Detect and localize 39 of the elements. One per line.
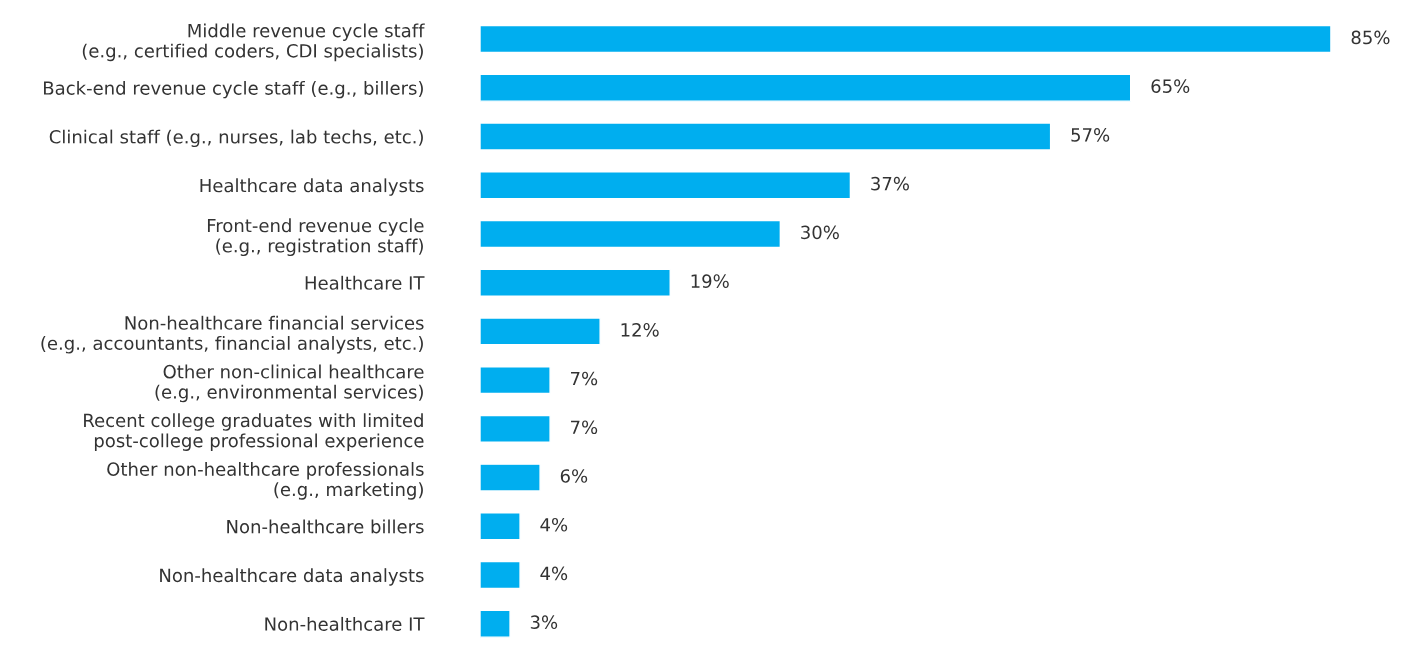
data-label: 30% bbox=[801, 225, 839, 240]
bar bbox=[480, 366, 551, 395]
data-label: 85% bbox=[1351, 30, 1390, 45]
data-label: 65% bbox=[1151, 79, 1190, 93]
y-tick-label: Back-end revenue cycle staff (e.g., billers) bbox=[44, 80, 423, 99]
data-label: 57% bbox=[1071, 128, 1110, 142]
y-tick-label: Healthcare IT bbox=[305, 275, 425, 290]
y-tick-label: Non-healthcare billers bbox=[227, 519, 424, 534]
data-label: 12% bbox=[621, 322, 659, 337]
bar bbox=[480, 73, 1132, 102]
bar bbox=[480, 609, 511, 638]
data-label: 4% bbox=[540, 517, 568, 532]
bar bbox=[480, 414, 551, 443]
data-label: 7% bbox=[571, 420, 598, 435]
bar bbox=[480, 268, 671, 297]
y-tick-label: Middle revenue cycle staff (e.g., certified coders, CDI specialists) bbox=[82, 23, 425, 62]
bar bbox=[480, 317, 601, 346]
data-label: 19% bbox=[691, 274, 729, 288]
y-tick-label: Healthcare data analysts bbox=[200, 178, 424, 196]
bar bbox=[480, 219, 782, 249]
y-tick-label: Clinical staff (e.g., nurses, lab techs, etc.) bbox=[49, 129, 423, 148]
y-tick-label: Non-healthcare financial services (e.g., accountants, financial analysts, etc.) bbox=[41, 315, 424, 354]
y-tick-label: Front-end revenue cycle (e.g., registration staff) bbox=[207, 218, 424, 257]
data-label: 37% bbox=[871, 176, 909, 191]
bar bbox=[480, 122, 1052, 151]
data-label: 7% bbox=[571, 371, 598, 386]
data-label: 3% bbox=[530, 615, 558, 629]
bar bbox=[480, 24, 1332, 54]
bar bbox=[480, 512, 521, 541]
bar bbox=[480, 560, 521, 590]
data-label: 6% bbox=[560, 469, 588, 483]
bar bbox=[480, 171, 852, 200]
y-tick-label: Other non-healthcare professionals (e.g., marketing) bbox=[107, 461, 424, 500]
y-tick-label: Recent college graduates with limited post-college professional experience bbox=[84, 413, 424, 451]
data-label: 4% bbox=[540, 566, 568, 581]
bar bbox=[480, 463, 541, 492]
y-tick-label: Other non-clinical healthcare (e.g., environmental services) bbox=[155, 364, 424, 403]
y-tick-label: Non-healthcare IT bbox=[265, 616, 425, 631]
y-tick-label: Non-healthcare data analysts bbox=[160, 568, 424, 586]
